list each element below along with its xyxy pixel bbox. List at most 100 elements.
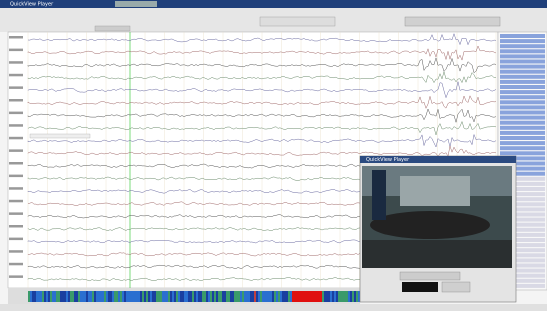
spectrogram-cell [350, 291, 352, 302]
spectrogram-cell [342, 291, 344, 302]
spectrogram-cell [150, 291, 152, 302]
event-row[interactable] [500, 90, 545, 94]
video-controls[interactable] [400, 272, 460, 280]
event-row[interactable] [500, 54, 545, 58]
event-row[interactable] [500, 116, 545, 120]
spectrogram-cell [338, 291, 340, 302]
event-row[interactable] [500, 105, 545, 109]
spectrogram-cell [230, 291, 232, 302]
spectrogram-cell [266, 291, 268, 302]
spectrogram-cell [156, 291, 158, 302]
spectrogram-cell [120, 291, 122, 302]
spectrogram-cell [290, 291, 292, 302]
title-bar [0, 0, 547, 8]
spectrogram-cell [320, 291, 322, 302]
spectrogram-cell [282, 291, 284, 302]
spectrogram-cell [80, 291, 82, 302]
spectrogram-cell [130, 291, 132, 302]
toolbar-button[interactable] [95, 26, 130, 31]
event-row[interactable] [500, 111, 545, 115]
spectrogram-cell [38, 291, 40, 302]
channel-label [9, 250, 23, 253]
spectrogram-cell [214, 291, 216, 302]
event-row[interactable] [500, 80, 545, 84]
spectrogram-cell [182, 291, 184, 302]
event-row[interactable] [500, 39, 545, 43]
event-row[interactable] [500, 75, 545, 79]
channel-label [9, 263, 23, 266]
spectrogram-cell [310, 291, 312, 302]
channel-label [9, 162, 23, 165]
spectrogram-cell [110, 291, 112, 302]
spectrogram-cell [66, 291, 68, 302]
spectrogram-cell [152, 291, 154, 302]
spectrogram-cell [326, 291, 328, 302]
spectrogram-cell [184, 291, 186, 302]
spectrogram-cell [172, 291, 174, 302]
spectrogram-cell [142, 291, 144, 302]
spectrogram-cell [54, 291, 56, 302]
spectrogram-cell [198, 291, 200, 302]
spectrogram-cell [94, 291, 96, 302]
event-row[interactable] [500, 49, 545, 53]
event-row[interactable] [500, 60, 545, 64]
spectrogram-cell [76, 291, 78, 302]
event-row[interactable] [500, 131, 545, 135]
spectrogram-cell [102, 291, 104, 302]
event-row[interactable] [500, 136, 545, 140]
event-row[interactable] [500, 141, 545, 145]
event-row[interactable] [500, 151, 545, 155]
spectrogram-cell [196, 291, 198, 302]
spectrogram-cell [74, 291, 76, 302]
spectrogram-cell [344, 291, 346, 302]
spectrogram-cell [250, 291, 252, 302]
event-row[interactable] [500, 34, 545, 38]
spectrogram-cell [204, 291, 206, 302]
channel-label [9, 86, 23, 89]
spectrogram-cell [202, 291, 204, 302]
spectrogram-cell [224, 291, 226, 302]
event-row[interactable] [500, 121, 545, 125]
spectrogram-cell [356, 291, 358, 302]
event-row[interactable] [500, 44, 545, 48]
event-row[interactable] [500, 95, 545, 99]
spectrogram-cell [284, 291, 286, 302]
spectrogram-cell [114, 291, 116, 302]
video-speed[interactable] [442, 282, 470, 292]
toolbar-icons[interactable] [260, 17, 335, 26]
spectrogram-cell [92, 291, 94, 302]
spectrogram-cell [336, 291, 338, 302]
spectrogram-cell [288, 291, 290, 302]
spectrogram-cell [200, 291, 202, 302]
spectrogram-cell [348, 291, 350, 302]
video-timecode [402, 282, 438, 292]
video-person [372, 170, 386, 220]
spectrogram-cell [118, 291, 120, 302]
video-title: QuickView Player [366, 157, 410, 163]
event-row[interactable] [500, 126, 545, 130]
channel-label [9, 200, 23, 203]
spectrogram-cell [246, 291, 248, 302]
spectrogram-cell [216, 291, 218, 302]
spectrogram-cell [128, 291, 130, 302]
spectrogram-cell [36, 291, 38, 302]
spectrogram-cell [308, 291, 310, 302]
spectrogram-cell [34, 291, 36, 302]
event-row[interactable] [500, 70, 545, 74]
spectrogram-cell [300, 291, 302, 302]
playback-controls[interactable] [405, 17, 500, 26]
spectrogram-cell [322, 291, 324, 302]
event-row[interactable] [500, 146, 545, 150]
spectrogram-cell [62, 291, 64, 302]
spectrogram-cell [240, 291, 242, 302]
spectrogram-cell [186, 291, 188, 302]
spectrogram-cell [58, 291, 60, 302]
channel-label [9, 49, 23, 52]
spectrogram-cell [70, 291, 72, 302]
event-row[interactable] [500, 100, 545, 104]
event-row[interactable] [500, 85, 545, 89]
spectrogram-cell [140, 291, 142, 302]
spectrogram-cell [160, 291, 162, 302]
spectrogram-cell [190, 291, 192, 302]
event-row[interactable] [500, 65, 545, 69]
